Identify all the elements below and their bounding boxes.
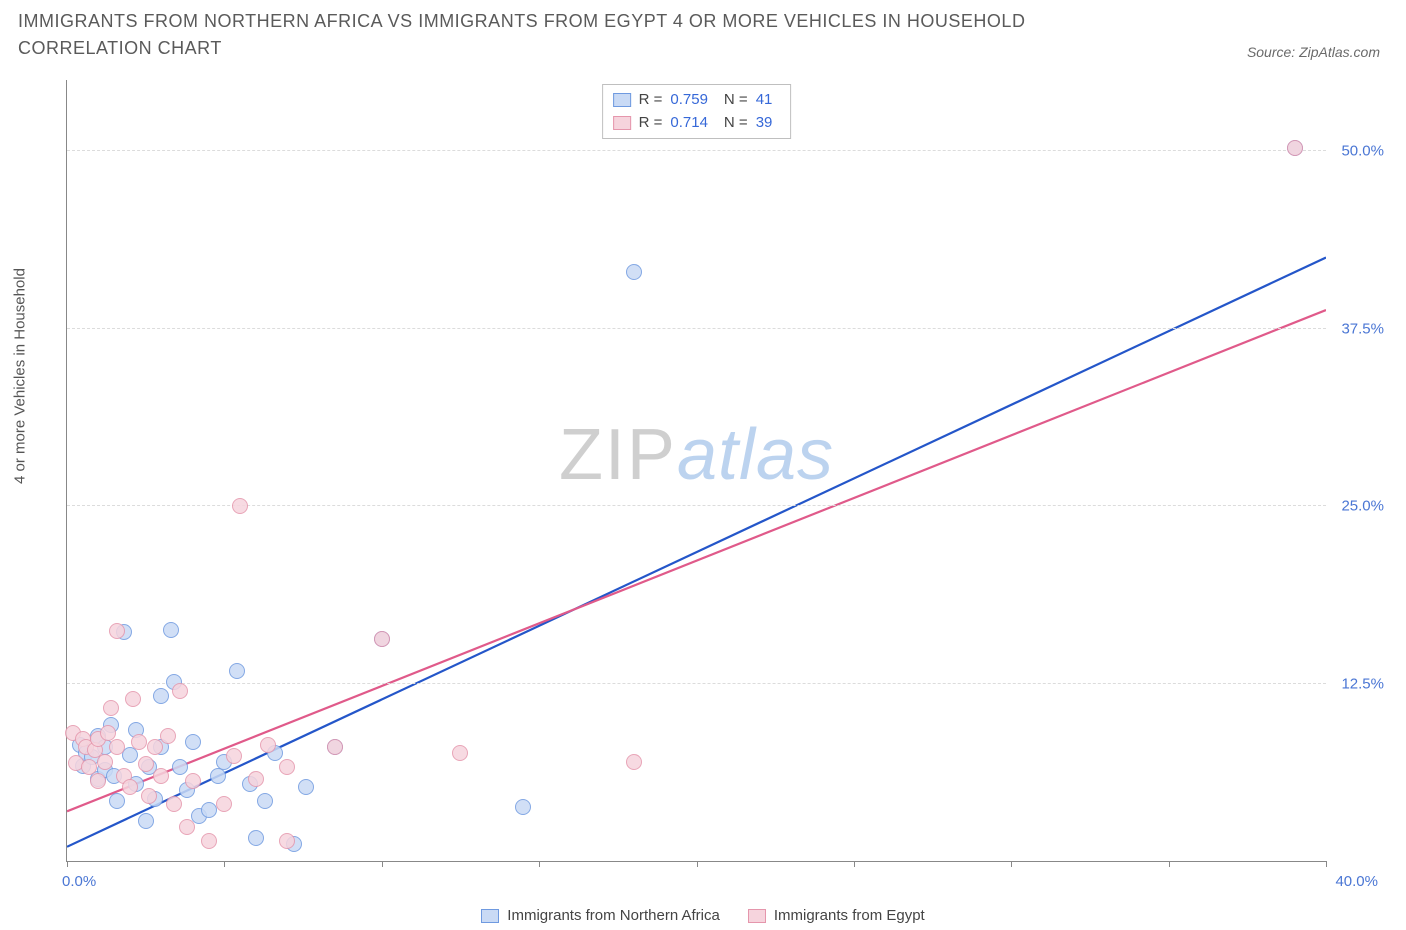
- gridline: [67, 150, 1326, 151]
- x-axis-max-label: 40.0%: [1335, 873, 1378, 890]
- x-axis-legend: Immigrants from Northern Africa Immigrant…: [0, 907, 1406, 924]
- watermark: ZIPatlas: [559, 414, 834, 496]
- trend-line: [67, 258, 1326, 847]
- stat-r-value: 0.759: [670, 89, 708, 112]
- data-point: [1287, 140, 1303, 156]
- x-tick: [1326, 861, 1327, 867]
- legend-label: Immigrants from Northern Africa: [507, 907, 720, 924]
- data-point: [97, 754, 113, 770]
- legend-swatch: [481, 909, 499, 923]
- data-point: [160, 728, 176, 744]
- data-point: [81, 759, 97, 775]
- data-point: [248, 771, 264, 787]
- data-point: [226, 748, 242, 764]
- data-point: [452, 745, 468, 761]
- legend-swatch: [748, 909, 766, 923]
- data-point: [163, 622, 179, 638]
- x-tick: [1011, 861, 1012, 867]
- data-point: [279, 759, 295, 775]
- data-point: [298, 779, 314, 795]
- data-point: [100, 725, 116, 741]
- data-point: [125, 691, 141, 707]
- y-tick-label: 12.5%: [1341, 675, 1384, 692]
- data-point: [279, 833, 295, 849]
- data-point: [626, 754, 642, 770]
- y-axis-label: 4 or more Vehicles in Household: [12, 268, 29, 484]
- data-point: [185, 734, 201, 750]
- trend-line: [67, 310, 1326, 811]
- stat-r-label: R =: [639, 89, 663, 112]
- legend-swatch: [613, 116, 631, 130]
- x-tick: [539, 861, 540, 867]
- data-point: [153, 688, 169, 704]
- data-point: [210, 768, 226, 784]
- chart-container: 4 or more Vehicles in Household ZIPatlas…: [18, 80, 1388, 888]
- data-point: [138, 813, 154, 829]
- data-point: [131, 734, 147, 750]
- plot-area: ZIPatlas R =0.759N =41R =0.714N =39 12.5…: [66, 80, 1326, 862]
- data-point: [179, 819, 195, 835]
- data-point: [90, 773, 106, 789]
- stat-r-value: 0.714: [670, 112, 708, 135]
- x-tick: [854, 861, 855, 867]
- data-point: [248, 830, 264, 846]
- data-point: [201, 802, 217, 818]
- data-point: [103, 700, 119, 716]
- data-point: [260, 737, 276, 753]
- stat-n-value: 41: [756, 89, 773, 112]
- y-tick-label: 25.0%: [1341, 498, 1384, 515]
- x-tick: [1169, 861, 1170, 867]
- data-point: [172, 759, 188, 775]
- stats-row: R = 0.759 N = 41: [613, 89, 781, 112]
- data-point: [216, 796, 232, 812]
- data-point: [153, 768, 169, 784]
- stat-n-label: N =: [724, 89, 748, 112]
- legend-item: Immigrants from Egypt: [748, 907, 925, 924]
- watermark-atlas: atlas: [677, 415, 834, 495]
- source-attribution: Source: ZipAtlas.com: [1247, 44, 1388, 62]
- y-tick-label: 37.5%: [1341, 320, 1384, 337]
- x-tick: [67, 861, 68, 867]
- data-point: [201, 833, 217, 849]
- data-point: [172, 683, 188, 699]
- data-point: [109, 793, 125, 809]
- x-axis-min-label: 0.0%: [62, 873, 96, 890]
- gridline: [67, 505, 1326, 506]
- watermark-zip: ZIP: [559, 415, 677, 495]
- legend-label: Immigrants from Egypt: [774, 907, 925, 924]
- data-point: [626, 264, 642, 280]
- data-point: [109, 623, 125, 639]
- data-point: [515, 799, 531, 815]
- y-tick-label: 50.0%: [1341, 143, 1384, 160]
- data-point: [185, 773, 201, 789]
- legend-item: Immigrants from Northern Africa: [481, 907, 720, 924]
- data-point: [122, 779, 138, 795]
- data-point: [374, 631, 390, 647]
- data-point: [166, 796, 182, 812]
- data-point: [138, 756, 154, 772]
- x-tick: [697, 861, 698, 867]
- stat-r-label: R =: [639, 112, 663, 135]
- gridline: [67, 328, 1326, 329]
- data-point: [232, 498, 248, 514]
- data-point: [257, 793, 273, 809]
- x-tick: [382, 861, 383, 867]
- chart-title: IMMIGRANTS FROM NORTHERN AFRICA VS IMMIG…: [18, 8, 1118, 62]
- stat-n-value: 39: [756, 112, 773, 135]
- x-tick: [224, 861, 225, 867]
- data-point: [141, 788, 157, 804]
- data-point: [229, 663, 245, 679]
- legend-swatch: [613, 93, 631, 107]
- data-point: [327, 739, 343, 755]
- stats-row: R = 0.714 N = 39: [613, 112, 781, 135]
- data-point: [109, 739, 125, 755]
- stats-legend-box: R = 0.759 N = 41 R = 0.714 N = 39: [602, 84, 792, 139]
- gridline: [67, 683, 1326, 684]
- trend-lines: [67, 80, 1326, 861]
- stat-n-label: N =: [724, 112, 748, 135]
- data-point: [147, 739, 163, 755]
